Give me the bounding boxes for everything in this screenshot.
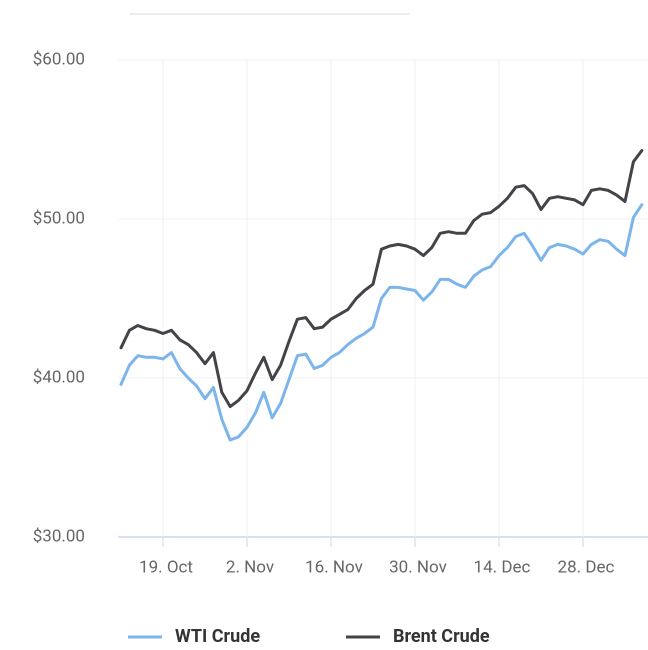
grid <box>118 59 648 538</box>
y-tick-label: $60.00 <box>33 49 85 69</box>
legend: WTI Crude Brent Crude <box>128 626 490 647</box>
x-tick-label: 28. Dec <box>558 557 615 577</box>
plot <box>119 149 644 442</box>
x-tick-label: 16. Nov <box>305 557 363 577</box>
x-tick-label: 2. Nov <box>226 557 274 577</box>
legend-label: Brent Crude <box>393 626 490 647</box>
series-line <box>119 149 644 409</box>
x-tick-label: 30. Nov <box>389 557 447 577</box>
series-line <box>119 203 644 442</box>
y-tick-label: $30.00 <box>33 526 85 546</box>
x-tick-label: 19. Oct <box>139 557 193 577</box>
x-tick-label: 14. Dec <box>474 557 531 577</box>
legend-label: WTI Crude <box>175 626 260 647</box>
y-tick-label: $50.00 <box>33 208 85 228</box>
axes: $30.00 $40.00 $50.00 $60.00 19. Oct 2. Nov 16.… <box>33 49 615 577</box>
y-tick-label: $40.00 <box>33 367 85 387</box>
